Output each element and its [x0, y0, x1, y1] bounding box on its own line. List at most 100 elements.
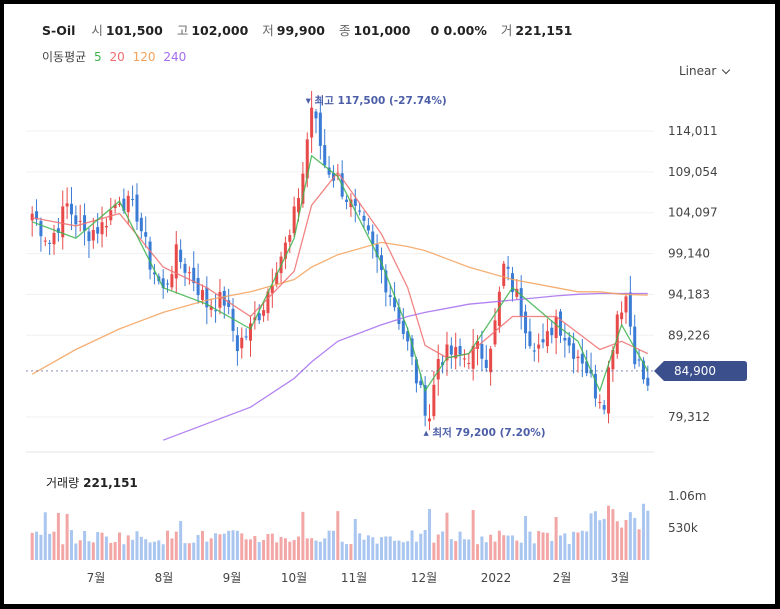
volume-bar: [550, 540, 554, 560]
candle-body: [428, 418, 432, 422]
candle-body: [545, 331, 549, 347]
volume-bar: [231, 530, 235, 560]
volume-bars: [30, 503, 650, 560]
y-tick-label: 99,140: [668, 247, 710, 261]
candle-body: [196, 277, 200, 296]
volume-bar: [532, 543, 536, 560]
candle-body: [231, 308, 235, 331]
volume-bar: [593, 511, 597, 560]
volume-bar: [297, 536, 301, 560]
candle-body: [637, 359, 641, 361]
candle-body: [100, 222, 104, 235]
scale-selector[interactable]: Linear: [679, 64, 731, 78]
ma-legend-240: 240: [163, 50, 187, 64]
candle-body: [554, 316, 558, 339]
volume-bar: [397, 540, 401, 560]
volume-bar: [318, 541, 322, 560]
candle-body: [506, 266, 510, 269]
candle-body: [266, 291, 270, 314]
candle-body: [35, 211, 39, 220]
candle-body: [580, 353, 584, 364]
volume-bar: [384, 536, 388, 560]
candle-body: [624, 296, 628, 313]
candle-body: [292, 206, 296, 234]
volume-bar: [331, 530, 335, 560]
volume-bar: [480, 536, 484, 560]
volume-bar: [506, 535, 510, 560]
volume-bar: [620, 527, 624, 560]
volume-bar: [135, 531, 139, 560]
volume-bar: [152, 541, 156, 560]
candle-body: [493, 320, 497, 345]
volume-bar: [113, 541, 117, 560]
volume-bar: [519, 542, 523, 560]
candle-body: [393, 297, 397, 308]
candle-body: [476, 341, 480, 349]
volume-bar: [131, 539, 135, 560]
candle-body: [270, 285, 274, 294]
volume-bar: [48, 533, 52, 560]
candle-body: [384, 270, 388, 293]
high-label: 고: [176, 23, 189, 38]
candle-body: [262, 310, 266, 316]
volume-bar: [406, 541, 410, 560]
candle-body: [497, 291, 501, 326]
candle-body: [345, 199, 349, 202]
volume-bar: [336, 511, 340, 560]
candle-body: [183, 263, 187, 273]
volume-bar: [366, 535, 370, 560]
volume-bar: [401, 542, 405, 560]
volume-bar: [441, 531, 445, 560]
candle-body: [222, 290, 226, 306]
candle-body: [436, 359, 440, 380]
open-label: 시: [91, 23, 103, 38]
volume-tick-label: 530k: [668, 521, 698, 535]
volume-bar: [170, 538, 174, 560]
volume-bar: [419, 533, 423, 560]
candle-body: [209, 306, 213, 310]
volume-title-label: 거래량: [46, 476, 80, 490]
price-chart[interactable]: 114,011 109,054 104,097 99,140 94,183 89,226 7…: [4, 4, 775, 604]
x-tick-label: 8월: [155, 571, 174, 585]
candle-body: [244, 336, 248, 338]
volume-bar: [205, 541, 209, 560]
volume-bar: [585, 531, 589, 560]
volume-bar: [222, 533, 226, 560]
x-tick-label: 10월: [281, 571, 307, 585]
ma-legend-120: 120: [132, 50, 156, 64]
candle-body: [353, 199, 357, 206]
volume-title-value: 221,151: [83, 476, 138, 490]
volume-bar: [314, 540, 318, 560]
volume-bar: [388, 536, 392, 560]
ma240-line: [162, 292, 648, 441]
candle-body: [598, 402, 602, 404]
volume-bar: [52, 531, 56, 560]
volume-bar: [270, 533, 274, 560]
volume-bar: [104, 536, 108, 560]
candle-body: [550, 327, 554, 336]
x-tick-label: 7월: [87, 571, 106, 585]
volume-bar: [628, 512, 632, 560]
high-value: 102,000: [191, 23, 249, 38]
candle-body: [43, 240, 47, 242]
candle-body: [541, 339, 545, 343]
candle-body: [607, 367, 611, 414]
volume-bar: [100, 532, 104, 560]
candle-body: [227, 300, 231, 307]
candle-body: [52, 232, 56, 245]
candle-body: [484, 359, 488, 368]
candle-body: [628, 292, 632, 327]
volume-bar: [301, 511, 305, 560]
volume-bar: [69, 530, 73, 560]
candle-body: [297, 198, 301, 213]
volume-bar: [558, 535, 562, 560]
volume-bar: [432, 542, 436, 560]
volume-bar: [502, 535, 506, 560]
volume-bar: [537, 530, 541, 560]
candle-body: [537, 344, 541, 349]
candle-body: [615, 314, 619, 354]
stock-name: S-Oil: [42, 23, 76, 38]
candle-body: [318, 112, 322, 146]
candle-body: [432, 384, 436, 417]
open-value: 101,500: [105, 23, 163, 38]
